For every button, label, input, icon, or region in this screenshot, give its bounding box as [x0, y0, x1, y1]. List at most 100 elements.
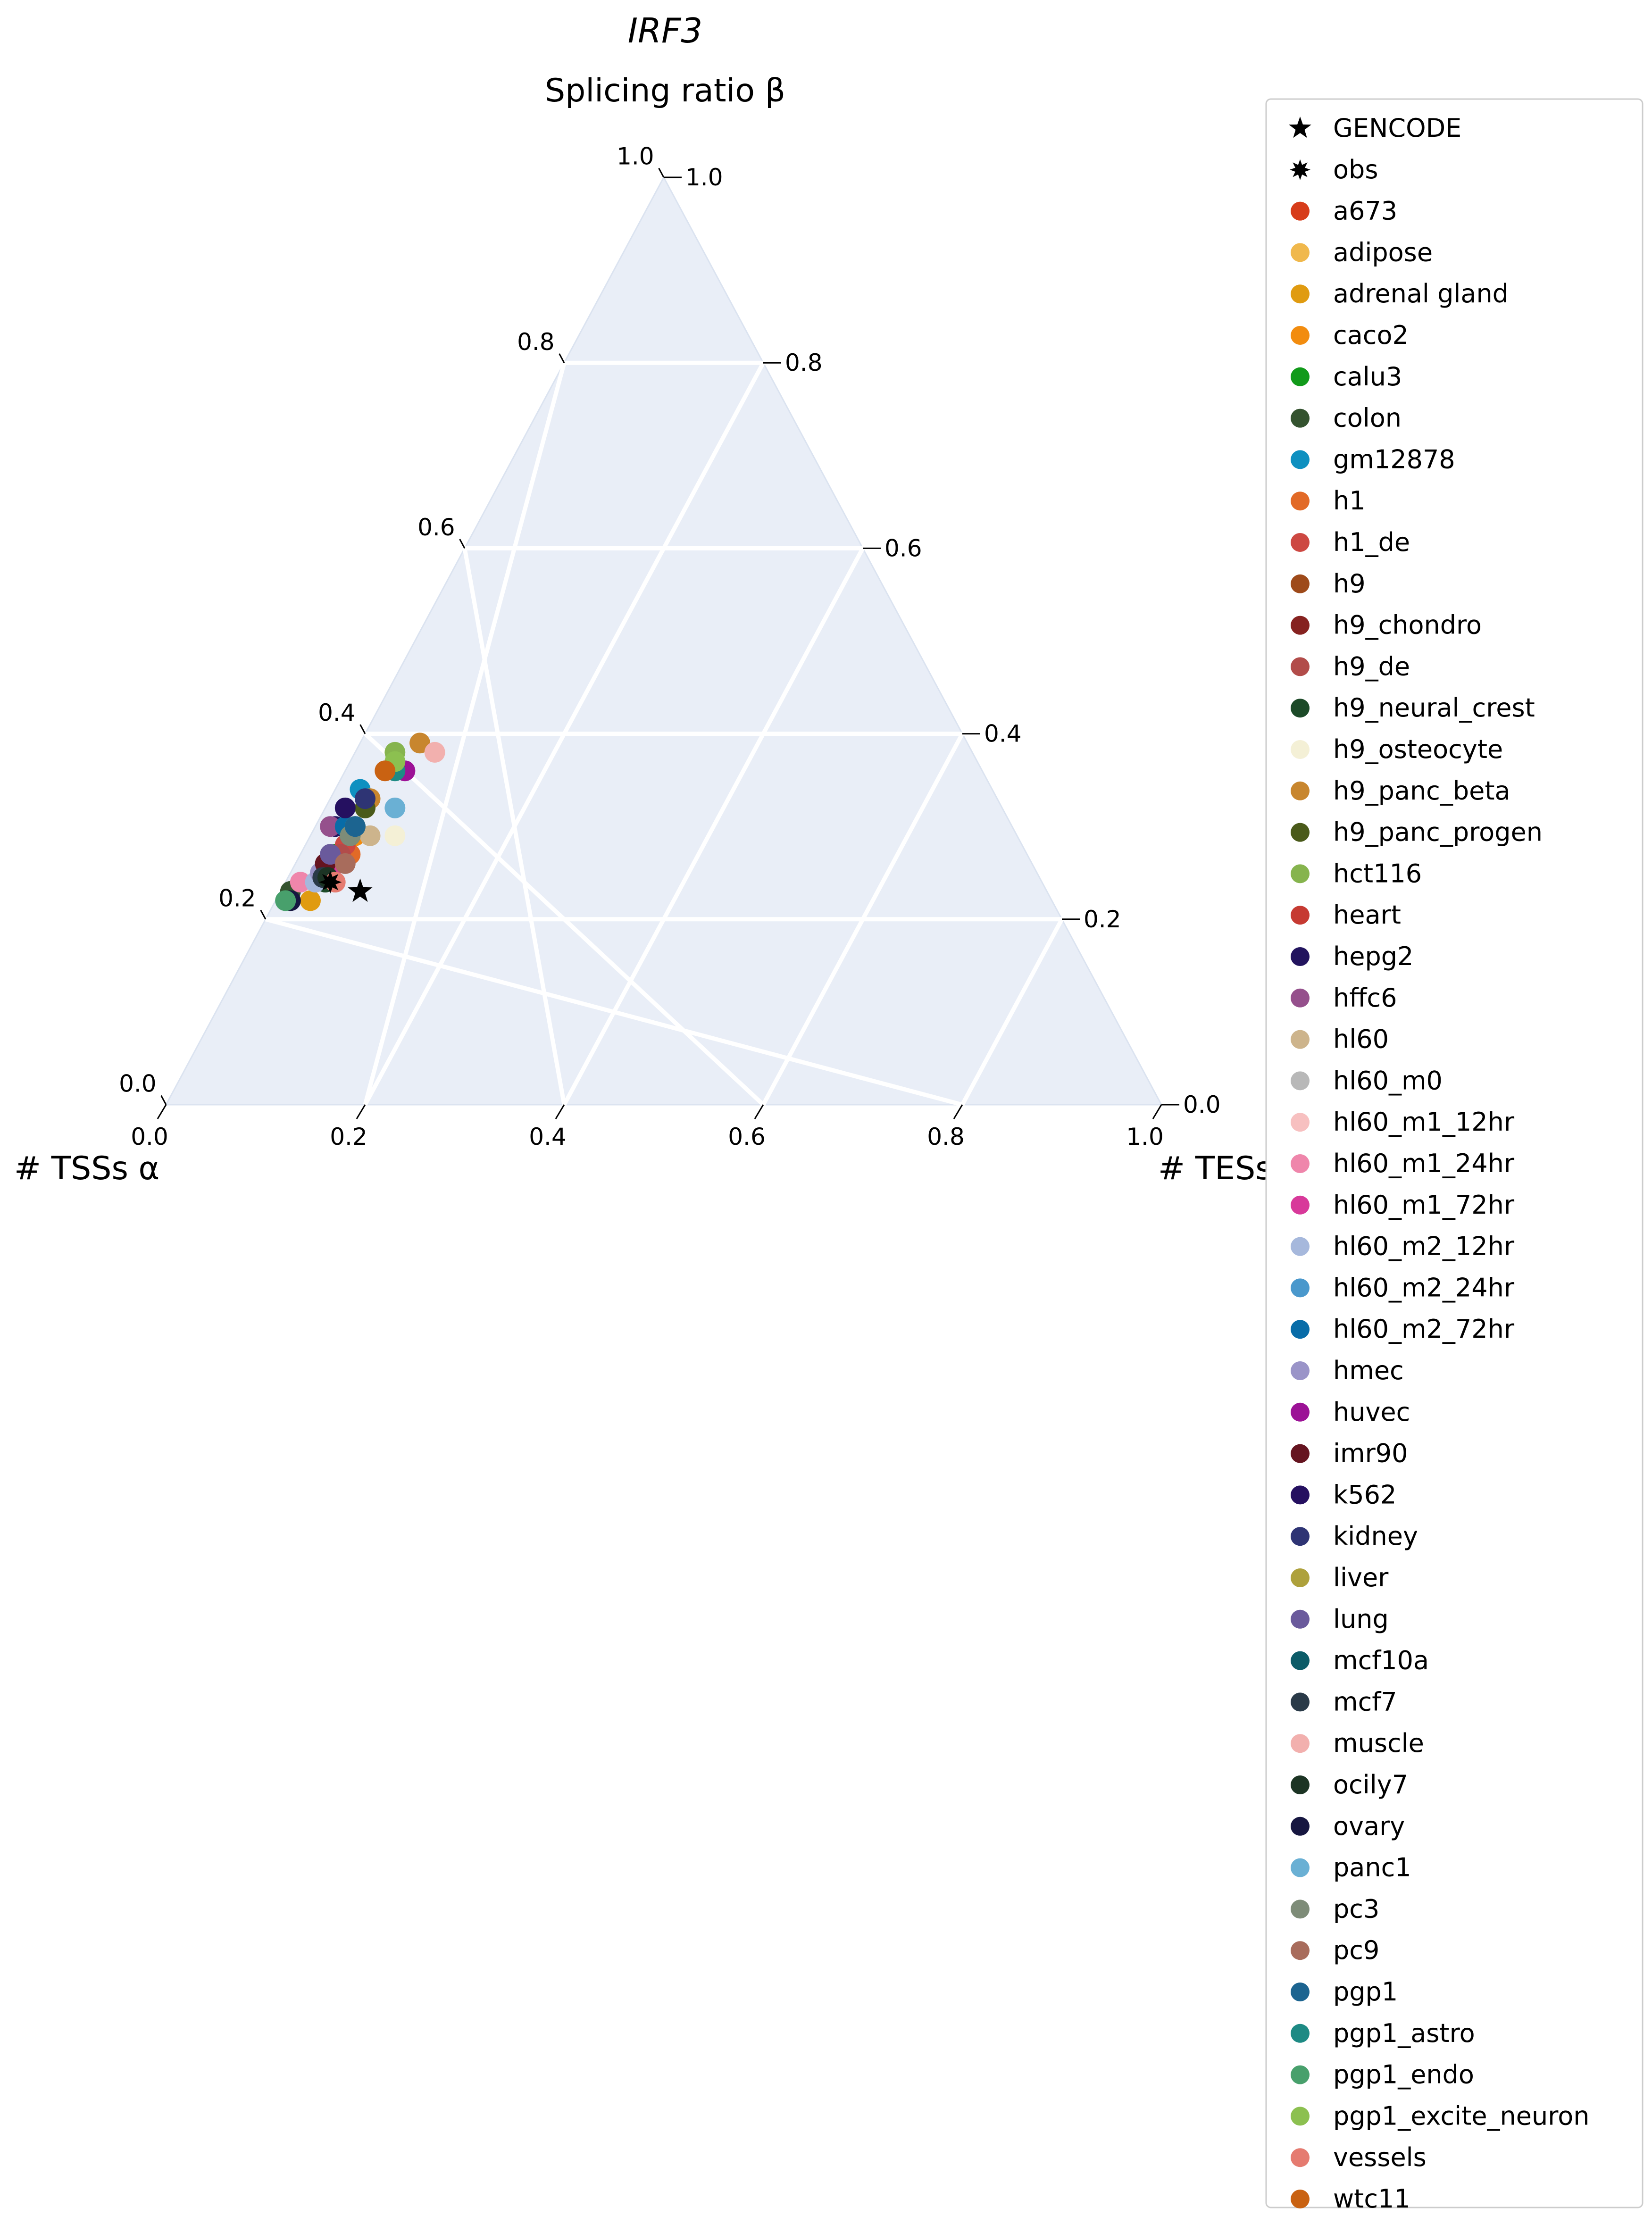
legend-item-mcf10a: mcf10a	[1291, 1646, 1429, 1675]
legend-item-pgp1-astro: pgp1_astro	[1291, 2018, 1475, 2048]
legend-item-ocily7: ocily7	[1291, 1770, 1408, 1799]
legend-marker-huvec	[1291, 1402, 1310, 1422]
point-h9-osteocyte	[384, 825, 406, 846]
legend-label-vessels: vessels	[1333, 2142, 1427, 2172]
legend-marker-pgp1-excite-neuron	[1291, 2107, 1310, 2126]
legend-marker-obs	[1290, 159, 1310, 180]
legend-label-hl60-m2-12hr: hl60_m2_12hr	[1333, 1232, 1515, 1261]
legend-marker-adipose	[1291, 243, 1310, 262]
legend-item-k562: k562	[1291, 1480, 1396, 1509]
right-axis-tick-label: 0.0	[1183, 1091, 1221, 1118]
left-axis-tick	[157, 1104, 167, 1119]
legend-item-hl60-m1-12hr: hl60_m1_12hr	[1291, 1107, 1515, 1137]
legend-item-calu3: calu3	[1291, 362, 1402, 392]
point-k562	[334, 797, 356, 818]
legend-item-h9-de: h9_de	[1291, 651, 1410, 681]
legend-label-hct116: hct116	[1333, 858, 1422, 888]
legend-marker-ovary	[1291, 1816, 1310, 1836]
legend-item-obs: obs	[1290, 155, 1378, 184]
legend-label-mcf10a: mcf10a	[1333, 1646, 1429, 1675]
legend-item-hl60-m1-72hr: hl60_m1_72hr	[1291, 1190, 1515, 1220]
legend-marker-hmec	[1291, 1361, 1310, 1380]
point-wtc11	[375, 760, 396, 782]
legend-item-adipose: adipose	[1291, 237, 1433, 267]
left-axis-tick	[953, 1104, 963, 1119]
point-pgp1-endo	[275, 890, 296, 911]
legend-label-k562: k562	[1333, 1480, 1396, 1509]
left-axis-tick-label: 1.0	[1126, 1123, 1164, 1150]
legend-label-hl60: hl60	[1333, 1025, 1389, 1054]
legend-marker-pc9	[1291, 1941, 1310, 1960]
legend-item-colon: colon	[1291, 403, 1402, 433]
point-h9-panc-beta	[409, 733, 431, 754]
top-axis-tick-label: 0.2	[218, 884, 256, 912]
legend-marker-calu3	[1291, 367, 1310, 386]
right-axis-tick-label: 0.4	[984, 720, 1022, 748]
legend-marker-pc3	[1291, 1899, 1310, 1919]
legend-marker-pgp1	[1291, 1983, 1310, 2001]
legend-item-hl60-m2-72hr: hl60_m2_72hr	[1291, 1314, 1515, 1344]
legend-item-hl60-m2-24hr: hl60_m2_24hr	[1291, 1273, 1515, 1302]
point-lung	[320, 844, 341, 865]
legend-label-heart: heart	[1333, 900, 1401, 930]
legend-item-muscle: muscle	[1291, 1728, 1424, 1758]
legend-label-h9: h9	[1333, 569, 1366, 599]
legend-label-gm12878: gm12878	[1333, 444, 1455, 474]
legend-marker-mcf10a	[1291, 1651, 1310, 1670]
legend-label-caco2: caco2	[1333, 320, 1409, 350]
top-axis-tick	[359, 724, 366, 734]
legend-marker-h9-osteocyte	[1291, 740, 1310, 759]
point-hl60	[359, 825, 381, 846]
left-axis-tick-label: 0.0	[131, 1123, 168, 1150]
legend-marker-h9-de	[1291, 657, 1310, 676]
point-pgp1	[344, 816, 366, 837]
top-axis-tick	[658, 167, 665, 178]
legend-frame	[1265, 98, 1644, 2208]
gridline	[462, 548, 567, 1105]
legend-item-gm12878: gm12878	[1291, 444, 1455, 474]
gridlines	[265, 360, 1064, 1107]
legend-marker-adrenal-gland	[1291, 284, 1310, 304]
right-axis-tick-label: 0.8	[785, 349, 823, 376]
top-axis-tick-label: 0.6	[417, 514, 455, 541]
legend-label-h9-neural-crest: h9_neural_crest	[1333, 693, 1535, 723]
legend-item-mcf7: mcf7	[1291, 1687, 1397, 1716]
left-axis-tick	[555, 1104, 565, 1119]
legend-item-h9-chondro: h9_chondro	[1291, 610, 1482, 640]
point-muscle	[424, 741, 445, 763]
legend-marker-colon	[1291, 408, 1310, 428]
right-axis-tick-label: 1.0	[685, 164, 723, 191]
legend-item-liver: liver	[1291, 1563, 1389, 1592]
triangle-background	[165, 175, 1163, 1106]
legend-label-adrenal-gland: adrenal gland	[1333, 279, 1509, 308]
legend-marker-hl60-m1-12hr	[1291, 1113, 1310, 1132]
legend-item-wtc11: wtc11	[1291, 2184, 1410, 2214]
legend-item-hl60-m0: hl60_m0	[1291, 1066, 1443, 1095]
legend-item-caco2: caco2	[1291, 320, 1409, 350]
legend-item-hl60-m2-12hr: hl60_m2_12hr	[1291, 1232, 1515, 1261]
gridline	[562, 547, 865, 1106]
legend-label-h9-chondro: h9_chondro	[1333, 610, 1482, 640]
legend-marker-h1	[1291, 492, 1310, 511]
point-panc1	[384, 797, 406, 818]
left-axis-tick	[754, 1104, 764, 1119]
legend-item-h9-panc-beta: h9_panc_beta	[1291, 776, 1510, 806]
top-axis-tick	[459, 539, 466, 549]
legend-label-kidney: kidney	[1333, 1521, 1418, 1551]
legend-label-h9-panc-progen: h9_panc_progen	[1333, 817, 1543, 847]
legend-marker-muscle	[1291, 1734, 1310, 1753]
legend-marker-kidney	[1291, 1527, 1310, 1546]
left-axis-tick-label: 0.2	[330, 1123, 367, 1150]
legend-item-panc1: panc1	[1291, 1853, 1411, 1883]
legend-item-kidney: kidney	[1291, 1521, 1418, 1551]
legend-marker-hl60-m2-72hr	[1291, 1320, 1310, 1339]
top-axis-tick	[260, 909, 267, 920]
chart-title: IRF3	[628, 11, 702, 50]
legend-item-pgp1: pgp1	[1291, 1977, 1398, 2007]
legend-item-pc3: pc3	[1291, 1894, 1379, 1924]
legend-label-ocily7: ocily7	[1333, 1770, 1408, 1799]
data-points	[275, 733, 445, 911]
legend-label-pgp1-endo: pgp1_endo	[1333, 2060, 1474, 2090]
legend-label-hl60-m0: hl60_m0	[1333, 1066, 1443, 1095]
legend-label-gencode: GENCODE	[1333, 113, 1461, 143]
